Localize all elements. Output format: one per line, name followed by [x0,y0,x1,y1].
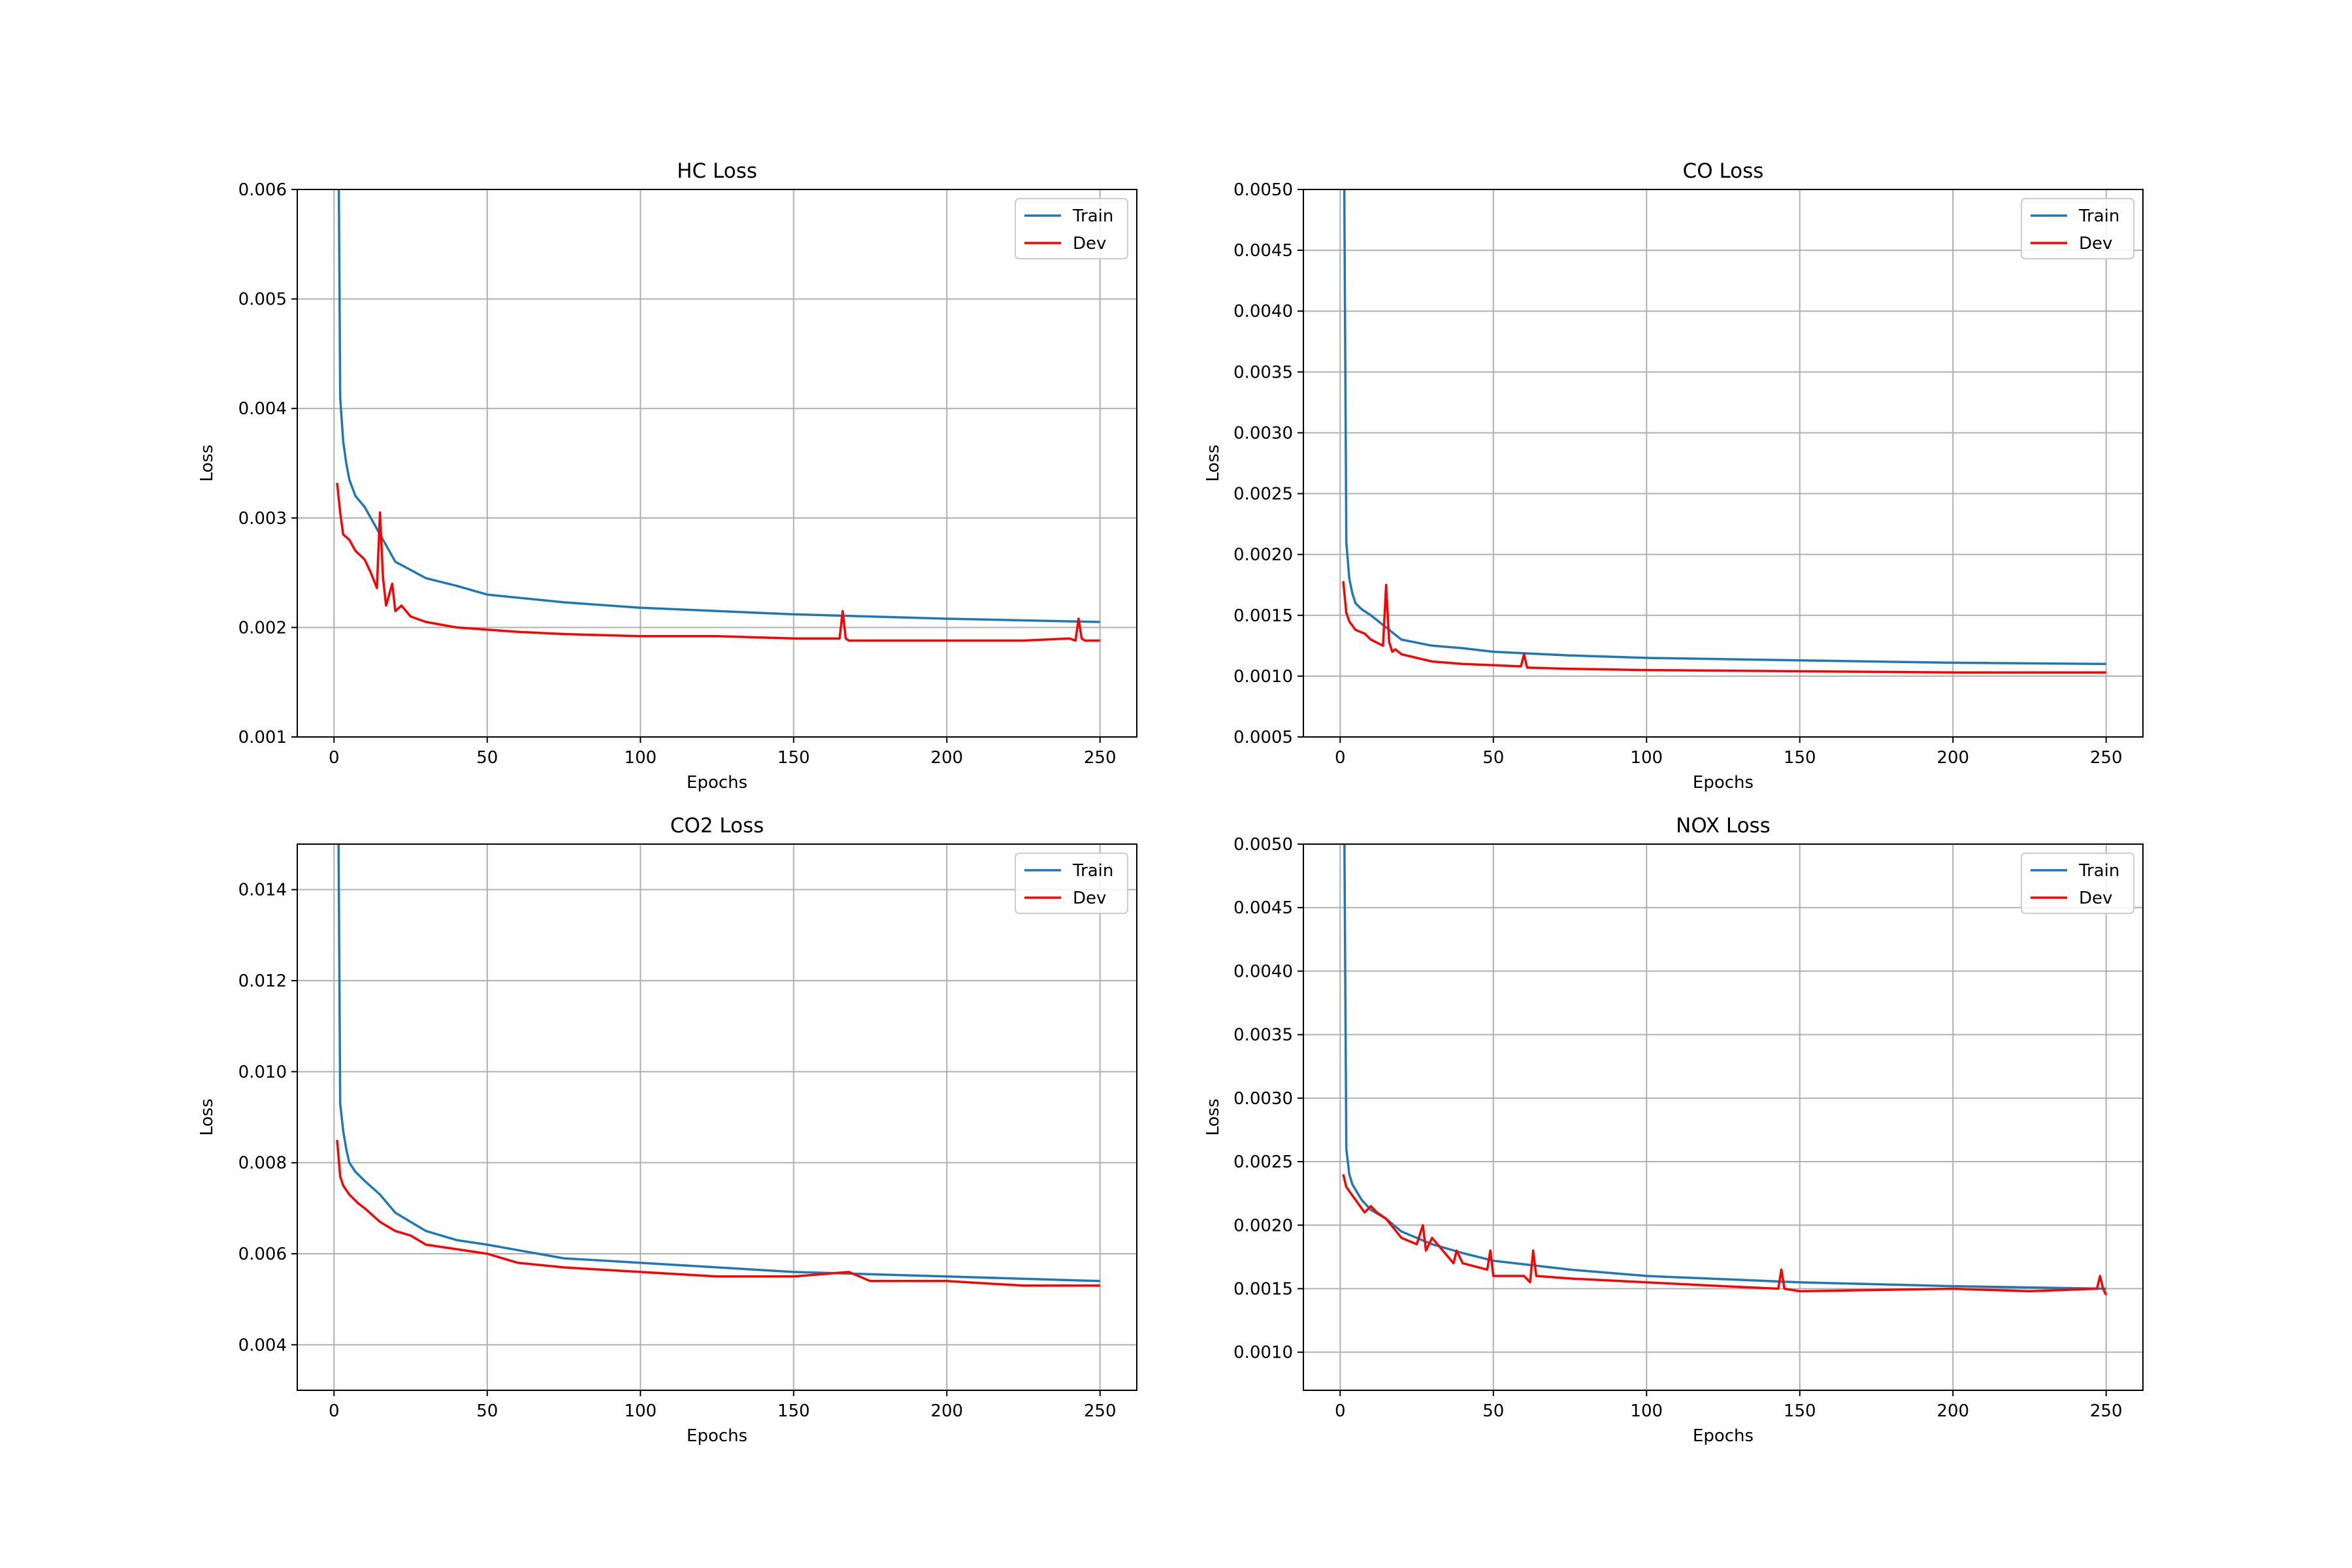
x-tick-label: 50 [1482,748,1504,768]
x-axis-label: Epochs [1693,773,1754,792]
y-tick-label: 0.003 [238,509,287,529]
y-tick-label: 0.0045 [1233,241,1293,261]
y-tick-label: 0.004 [238,399,287,419]
chart-co-loss: 0 50 100 150 200 250 0.0005 0.0010 0.0015 0.0020 0… [1203,159,2144,792]
series-line-train [337,189,1100,623]
x-tick-label: 0 [1335,748,1346,768]
x-tick-label: 200 [1936,1401,1969,1421]
y-tick-label: 0.002 [238,618,287,638]
x-tick-label: 50 [476,1401,498,1421]
x-tick-label: 150 [1784,1401,1816,1421]
y-tick-label: 0.008 [238,1154,287,1173]
y-tick-label: 0.0015 [1233,606,1293,626]
x-axis-label: Epochs [1693,1426,1754,1446]
y-tick-label: 0.010 [238,1062,287,1082]
x-tick-label: 250 [2090,748,2123,768]
x-tick-label: 100 [624,748,657,768]
y-tick-label: 0.0010 [1233,667,1293,687]
chart-title: HC Loss [677,159,757,183]
x-tick-label: 200 [930,748,963,768]
chart-co2-loss: 0 50 100 150 200 250 0.004 0.006 0.008 0.010 0.012… [197,814,1137,1446]
chart-title: CO2 Loss [670,814,764,838]
legend-label-dev: Dev [1073,889,1106,908]
y-tick-label: 0.0020 [1233,1216,1293,1235]
y-tick-label: 0.0050 [1233,835,1293,855]
y-tick-label: 0.014 [238,881,287,900]
legend: Train Dev [1015,198,1128,259]
y-tick-label: 0.0040 [1233,962,1293,981]
axes-frame [297,843,1137,1391]
chart-nox-loss: 0 50 100 150 200 250 0.0010 0.0015 0.0020 0.0025 0… [1203,814,2144,1446]
x-tick-label: 250 [1084,748,1117,768]
y-tick-label: 0.0035 [1233,363,1293,382]
y-axis-label: Loss [197,444,217,482]
y-tick-label: 0.004 [238,1335,287,1355]
chart-hc-loss: 0 50 100 150 200 250 0.001 0.002 0.003 0.004 0.005… [197,159,1137,792]
y-tick-label: 0.0010 [1233,1343,1293,1363]
chart-title: NOX Loss [1676,814,1771,838]
legend-label-train: Train [2078,206,2119,226]
legend: Train Dev [2021,198,2134,259]
y-tick-label: 0.001 [238,728,287,747]
series-line-train [1343,189,2106,666]
x-tick-label: 150 [777,748,810,768]
series-line-dev [336,483,1100,642]
x-tick-label: 100 [1630,748,1663,768]
y-tick-label: 0.0040 [1233,302,1293,321]
x-tick-label: 0 [329,748,340,768]
x-tick-label: 0 [1335,1401,1346,1421]
y-tick-label: 0.0015 [1233,1279,1293,1299]
x-tick-label: 250 [2090,1401,2123,1421]
y-tick-label: 0.005 [238,290,287,310]
y-tick-label: 0.0030 [1233,1089,1293,1109]
x-tick-label: 250 [1084,1401,1117,1421]
x-axis-label: Epochs [687,773,747,792]
series-line-train [1343,844,2106,1290]
legend-label-dev: Dev [2079,889,2112,908]
axes-frame [1303,843,2144,1391]
series-line-dev [336,1139,1100,1287]
legend: Train Dev [2021,853,2134,914]
chart-title: CO Loss [1683,159,1764,183]
legend-label-train: Train [2078,861,2119,881]
x-tick-label: 150 [777,1401,810,1421]
x-tick-label: 50 [476,748,498,768]
axes-frame [297,189,1137,738]
legend-label-train: Train [1072,206,1113,226]
y-tick-label: 0.0030 [1233,423,1293,443]
y-tick-label: 0.006 [238,180,287,200]
y-tick-label: 0.0045 [1233,898,1293,918]
x-tick-label: 200 [1936,748,1969,768]
y-tick-label: 0.0050 [1233,180,1293,200]
x-tick-label: 200 [930,1401,963,1421]
y-axis-label: Loss [1203,1098,1223,1135]
x-tick-label: 0 [329,1401,340,1421]
y-axis-label: Loss [197,1098,217,1135]
legend-label-train: Train [1072,861,1113,881]
y-tick-label: 0.0020 [1233,546,1293,565]
y-tick-label: 0.0035 [1233,1026,1293,1045]
y-tick-label: 0.0025 [1233,1152,1293,1172]
x-tick-label: 100 [624,1401,657,1421]
x-tick-label: 50 [1482,1401,1504,1421]
x-tick-label: 100 [1630,1401,1663,1421]
series-line-train [337,844,1100,1282]
x-tick-label: 150 [1784,748,1816,768]
x-axis-label: Epochs [687,1426,747,1446]
legend: Train Dev [1015,853,1128,914]
y-axis-label: Loss [1203,444,1223,482]
axes-frame [1303,189,2144,738]
series-line-dev [1342,1174,2108,1296]
y-tick-label: 0.006 [238,1245,287,1264]
legend-label-dev: Dev [2079,234,2112,253]
series-line-dev [1342,581,2106,674]
legend-label-dev: Dev [1073,234,1106,253]
y-tick-label: 0.012 [238,972,287,991]
y-tick-label: 0.0025 [1233,485,1293,504]
y-tick-label: 0.0005 [1233,728,1293,747]
